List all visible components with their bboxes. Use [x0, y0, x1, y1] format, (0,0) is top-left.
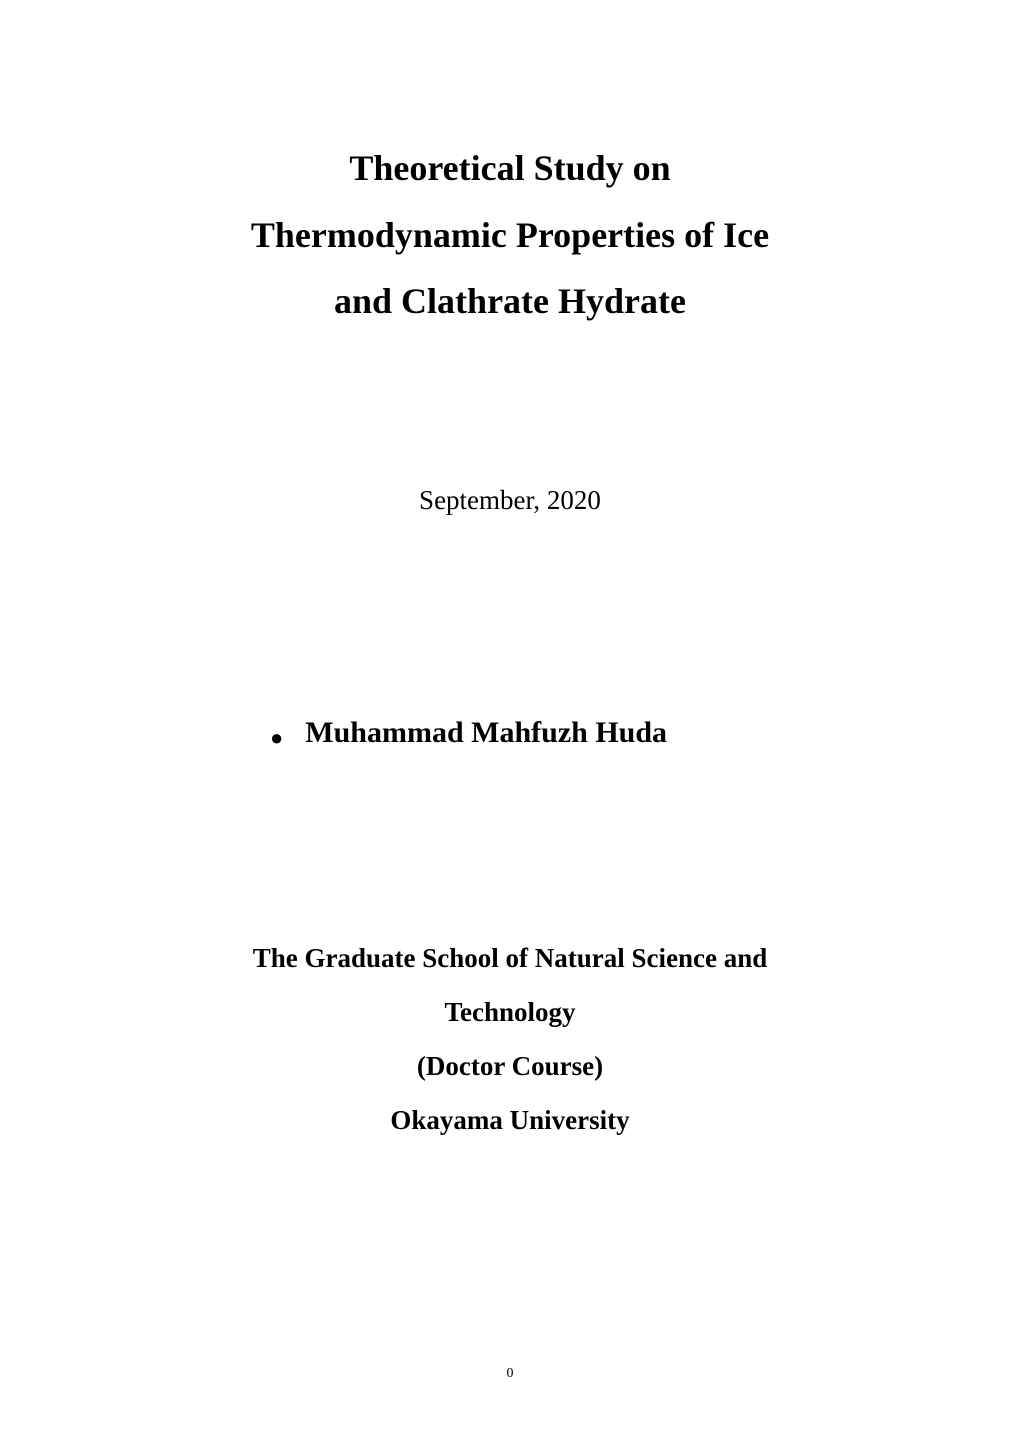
- page-number: 0: [0, 1366, 1020, 1382]
- date-text: September, 2020: [419, 485, 601, 515]
- affiliation-line-4: Okayama University: [130, 1093, 890, 1147]
- affiliation-line-2: Technology: [130, 985, 890, 1039]
- author-name: Muhammad Mahfuzh Huda: [305, 716, 667, 749]
- title-line-2: Thermodynamic Properties of Ice: [130, 202, 890, 269]
- date-block: September, 2020: [130, 485, 890, 516]
- author-block: ● Muhammad Mahfuzh Huda: [130, 716, 890, 751]
- affiliation-line-1: The Graduate School of Natural Science a…: [130, 931, 890, 985]
- title-line-3: and Clathrate Hydrate: [130, 268, 890, 335]
- affiliation-block: The Graduate School of Natural Science a…: [130, 931, 890, 1147]
- affiliation-line-3: (Doctor Course): [130, 1039, 890, 1093]
- bullet-icon: ●: [270, 725, 283, 751]
- title-line-1: Theoretical Study on: [130, 135, 890, 202]
- title-block: Theoretical Study on Thermodynamic Prope…: [130, 135, 890, 335]
